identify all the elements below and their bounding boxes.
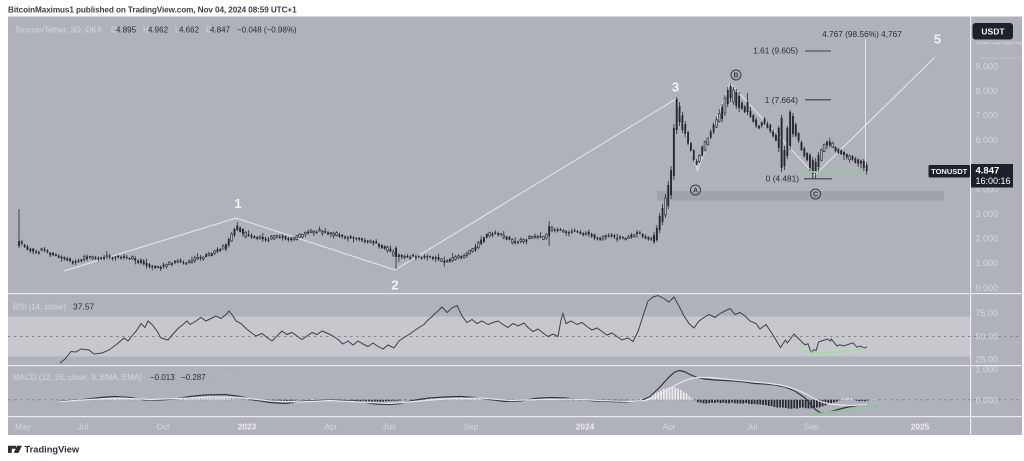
svg-text:1: 1 <box>234 196 241 211</box>
svg-text:Sep: Sep <box>464 422 479 432</box>
svg-text:0 (4.481): 0 (4.481) <box>766 173 799 183</box>
svg-text:2025: 2025 <box>911 422 930 432</box>
svg-text:0.000: 0.000 <box>976 396 999 406</box>
svg-text:6.000: 6.000 <box>976 135 999 145</box>
svg-text:Jul: Jul <box>78 422 89 432</box>
svg-text:1 TON = 4.847 USDT TODAY: 1 TON = 4.847 USDT TODAY <box>976 41 1024 46</box>
svg-text:B: B <box>733 73 738 80</box>
svg-text:4.000: 4.000 <box>976 184 999 194</box>
svg-text:Jul: Jul <box>747 422 758 432</box>
svg-text:2023: 2023 <box>238 422 257 432</box>
svg-text:Apr: Apr <box>325 422 338 432</box>
svg-text:USDT: USDT <box>981 27 1005 37</box>
svg-text:2024: 2024 <box>576 422 595 432</box>
svg-text:−0.013: −0.013 <box>150 373 175 382</box>
svg-text:Apr: Apr <box>663 422 676 432</box>
svg-text:75.00: 75.00 <box>976 308 999 318</box>
svg-text:MACD (12, 26, close, 9, EMA, E: MACD (12, 26, close, 9, EMA, EMA) <box>13 373 142 382</box>
svg-text:L: L <box>175 26 180 35</box>
svg-text:BitcoinMaximus1 published on T: BitcoinMaximus1 published on TradingView… <box>8 6 297 15</box>
svg-text:4.767 (98.56%) 4,767: 4.767 (98.56%) 4,767 <box>822 29 902 39</box>
svg-text:1.61 (9.605): 1.61 (9.605) <box>753 46 798 56</box>
svg-text:25.00: 25.00 <box>976 355 999 365</box>
svg-text:4.847: 4.847 <box>976 166 1000 177</box>
svg-text:37.57: 37.57 <box>73 302 95 312</box>
svg-text:−0.048 (−0.98%): −0.048 (−0.98%) <box>237 26 297 35</box>
svg-text:O: O <box>111 26 117 35</box>
svg-text:1.000: 1.000 <box>976 258 999 268</box>
svg-text:2: 2 <box>391 278 398 293</box>
svg-text:TONCOIN / TETHER US: TONCOIN / TETHER US <box>978 56 1023 61</box>
svg-text:TradingView: TradingView <box>25 444 80 454</box>
svg-text:TONUSDT: TONUSDT <box>931 167 968 176</box>
svg-text:Sep: Sep <box>804 422 819 432</box>
svg-text:50.00: 50.00 <box>976 332 999 342</box>
svg-text:Toncoin/Tether, 3D, OKX: Toncoin/Tether, 3D, OKX <box>15 26 103 35</box>
svg-text:C: C <box>206 26 212 35</box>
svg-text:C: C <box>813 192 818 199</box>
svg-text:8.000: 8.000 <box>976 86 999 96</box>
svg-text:4.847: 4.847 <box>210 26 231 35</box>
svg-text:RSI (14, close): RSI (14, close) <box>13 303 66 312</box>
svg-text:9.000: 9.000 <box>976 61 999 71</box>
svg-text:H: H <box>143 26 149 35</box>
svg-text:Oct: Oct <box>157 422 171 432</box>
svg-text:A: A <box>693 188 698 195</box>
svg-text:5: 5 <box>934 32 941 47</box>
svg-text:4.662: 4.662 <box>179 26 200 35</box>
svg-text:16:00:16: 16:00:16 <box>976 176 1011 186</box>
svg-text:1 (7.664): 1 (7.664) <box>765 95 798 105</box>
svg-text:7.000: 7.000 <box>976 111 999 121</box>
svg-text:0.000: 0.000 <box>976 283 999 293</box>
svg-text:Jun: Jun <box>382 422 396 432</box>
svg-text:3: 3 <box>672 80 679 95</box>
svg-text:1.000: 1.000 <box>976 365 999 375</box>
svg-text:−0.287: −0.287 <box>181 373 206 382</box>
svg-text:2.000: 2.000 <box>976 234 999 244</box>
svg-text:May: May <box>15 422 32 432</box>
svg-text:4.895: 4.895 <box>116 26 137 35</box>
svg-text:3.000: 3.000 <box>976 209 999 219</box>
svg-text:−0.274: −0.274 <box>212 373 237 382</box>
svg-text:4.962: 4.962 <box>148 26 169 35</box>
